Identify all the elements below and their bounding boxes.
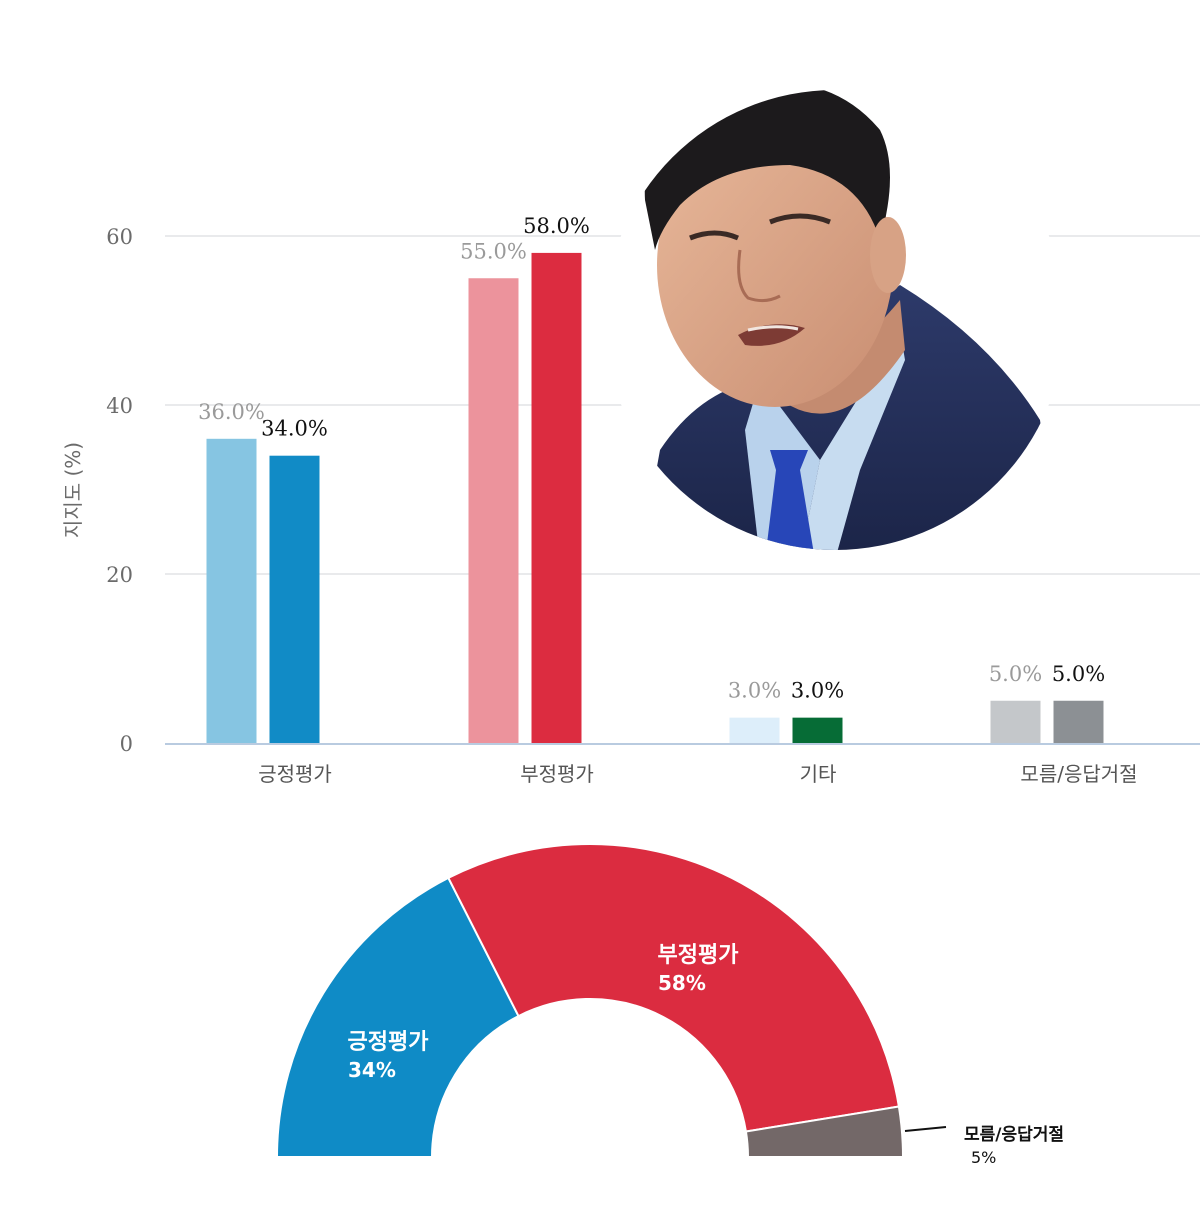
bar-chart: 36.0%34.0% 55.0%58.0% 3.0% 3.0% 5.0% 5.0% 0 20… xyxy=(61,214,1200,786)
donut-slices xyxy=(275,842,905,1158)
data-label-series2: 3.0% xyxy=(791,679,844,703)
bar-series2-0 xyxy=(269,455,320,743)
half-donut-chart: 긍정평가 34% 부정평가 58% 모름/응답거절 5% xyxy=(275,842,1064,1167)
y-tick-label: 0 xyxy=(120,732,133,756)
data-label-series2: 34.0% xyxy=(261,417,328,441)
donut-slice-0 xyxy=(275,876,520,1158)
y-axis-label: 지지도 (%) xyxy=(61,442,85,538)
x-category-label: 긍정평가 xyxy=(258,762,332,786)
y-tick-label: 20 xyxy=(106,563,133,587)
bar-series2-2 xyxy=(792,717,843,743)
bar-series1-3 xyxy=(990,700,1041,743)
bar-series1-2 xyxy=(729,717,780,743)
bar-series1-0 xyxy=(206,438,257,743)
x-categories: 긍정평가 부정평가 기타 모름/응답거절 xyxy=(258,762,1137,786)
data-label-series1: 55.0% xyxy=(460,239,527,263)
slice-label-positive-name: 긍정평가 xyxy=(348,1030,429,1055)
donut-slice-1 xyxy=(447,842,901,1133)
bar-series2-1 xyxy=(531,252,582,743)
bars: 36.0%34.0% 55.0%58.0% 3.0% 3.0% 5.0% 5.0% xyxy=(198,214,1105,743)
data-label-series1: 36.0% xyxy=(198,400,265,424)
y-tick-label: 40 xyxy=(106,394,133,418)
slice-label-unknown-value: 5% xyxy=(971,1148,996,1167)
donut-slice-2 xyxy=(744,1105,905,1158)
data-label-series2: 58.0% xyxy=(523,214,590,238)
slice-label-positive-value: 34% xyxy=(348,1058,396,1082)
slice-leader-line xyxy=(904,1126,947,1132)
slice-label-negative-name: 부정평가 xyxy=(658,943,739,968)
x-category-label: 모름/응답거절 xyxy=(1020,762,1137,786)
slice-label-unknown-name: 모름/응답거절 xyxy=(964,1124,1064,1145)
data-label-series2: 5.0% xyxy=(1052,662,1105,686)
slice-label-negative-value: 58% xyxy=(658,971,706,995)
data-label-series1: 5.0% xyxy=(989,662,1042,686)
y-tick-label: 60 xyxy=(106,225,133,249)
bar-series1-1 xyxy=(468,278,519,743)
x-category-label: 부정평가 xyxy=(520,762,594,786)
y-ticks: 0 20 40 60 xyxy=(106,225,133,756)
x-category-label: 기타 xyxy=(800,762,837,786)
portrait-photo xyxy=(605,90,1065,550)
data-label-series1: 3.0% xyxy=(728,679,781,703)
bar-series2-3 xyxy=(1053,700,1104,743)
